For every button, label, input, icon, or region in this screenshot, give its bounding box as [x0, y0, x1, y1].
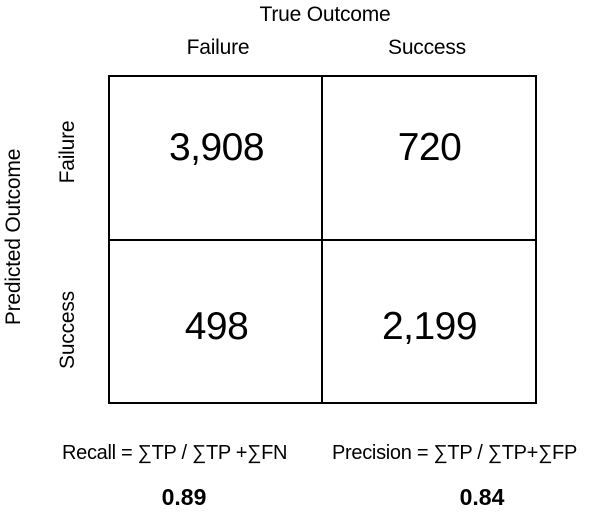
recall-value: 0.89 — [161, 484, 207, 510]
x-axis-title: True Outcome — [259, 3, 391, 26]
cell-predicted-failure-true-failure: 3,908 — [168, 126, 265, 169]
column-label-failure: Failure — [186, 36, 250, 59]
cell-predicted-success-true-success: 2,199 — [381, 305, 478, 348]
row-label-success: Success — [56, 291, 79, 369]
precision-formula: Precision = ∑TP / ∑TP+∑FP — [332, 442, 577, 464]
recall-formula: Recall = ∑TP / ∑TP +∑FN — [62, 442, 288, 464]
y-axis-title: Predicted Outcome — [2, 148, 25, 326]
cell-predicted-success-true-failure: 498 — [184, 305, 249, 348]
row-label-failure: Failure — [56, 120, 79, 184]
precision-value: 0.84 — [459, 484, 505, 510]
column-label-success: Success — [388, 36, 466, 59]
cell-predicted-failure-true-success: 720 — [397, 126, 462, 169]
matrix-horizontal-divider — [108, 239, 537, 241]
